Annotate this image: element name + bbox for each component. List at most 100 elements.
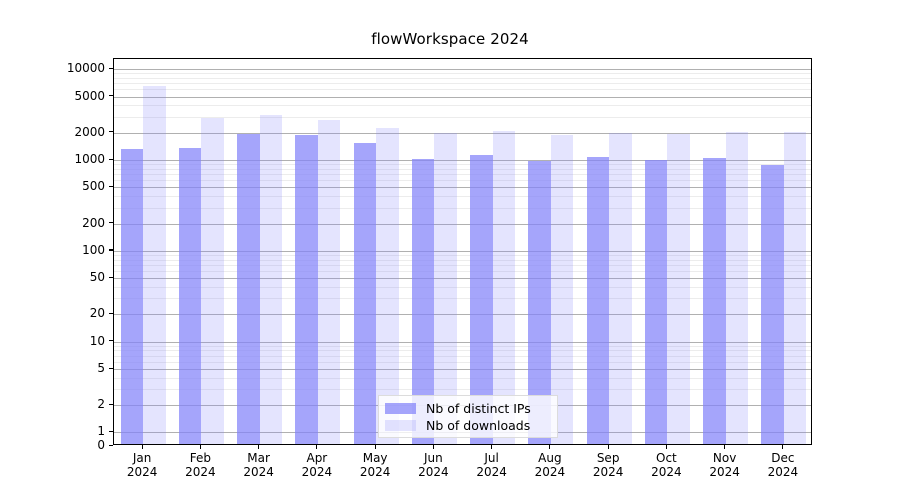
y-tick-mark <box>109 158 113 160</box>
x-tick-year: 2024 <box>534 465 566 479</box>
x-tick-month: Jul <box>484 451 499 465</box>
bar-group <box>405 59 463 444</box>
bar-distinct-ips <box>470 154 493 444</box>
y-tick-label: 10 <box>89 333 105 348</box>
legend-label-ips: Nb of distinct IPs <box>426 401 531 416</box>
x-tick-mark <box>782 445 784 449</box>
chart-legend[interactable]: Nb of distinct IPs Nb of downloads <box>378 395 558 438</box>
gridline-minor <box>114 361 811 363</box>
x-tick-mark <box>549 445 551 449</box>
bar-distinct-ips <box>703 158 726 444</box>
legend-item-ips[interactable]: Nb of distinct IPs <box>385 400 551 417</box>
bar-downloads <box>783 132 807 444</box>
bar-distinct-ips <box>644 159 668 444</box>
bar-downloads <box>317 120 341 444</box>
gridline-minor <box>114 355 811 357</box>
bar-distinct-ips <box>120 149 144 444</box>
legend-label-downloads: Nb of downloads <box>426 418 531 433</box>
x-tick-label: Sep 2024 <box>573 451 643 479</box>
bar-downloads <box>725 132 749 444</box>
gridline-major <box>114 132 811 134</box>
gridline-minor <box>114 259 811 261</box>
gridline-major <box>114 96 811 98</box>
gridline-minor <box>114 287 811 289</box>
x-tick-month: Aug <box>538 451 562 465</box>
gridline-minor <box>114 105 811 107</box>
gridline-major <box>114 187 811 189</box>
x-tick-label: Apr 2024 <box>282 451 352 479</box>
bar-distinct-ips <box>586 157 610 444</box>
x-tick-year: 2024 <box>709 465 740 479</box>
y-tick-mark <box>109 430 113 433</box>
legend-item-downloads[interactable]: Nb of downloads <box>385 417 551 434</box>
y-tick-mark <box>109 340 113 342</box>
x-tick-month: May <box>362 451 388 465</box>
x-tick-month: Sep <box>596 451 620 465</box>
x-tick-mark <box>199 445 201 449</box>
x-tick-label: Jul 2024 <box>457 451 527 479</box>
x-tick-month: Jan <box>132 451 152 465</box>
y-tick-label: 5 <box>97 361 105 375</box>
bar-distinct-ips <box>237 133 260 444</box>
x-tick-month: Apr <box>306 451 328 465</box>
gridline-minor <box>114 78 811 80</box>
y-tick-mark <box>109 312 113 315</box>
gridline-minor <box>114 345 811 347</box>
gridline-minor <box>114 207 811 209</box>
bar-downloads <box>492 131 516 444</box>
y-tick-mark <box>109 367 113 369</box>
gridline-minor <box>114 89 811 91</box>
x-tick-mark <box>491 445 493 449</box>
legend-swatch-ips <box>385 403 416 414</box>
x-tick-year: 2024 <box>767 465 799 479</box>
legend-swatch-downloads <box>385 420 416 431</box>
y-tick-label: 20 <box>89 306 105 321</box>
y-tick-mark <box>109 131 113 133</box>
y-tick-mark <box>109 249 113 251</box>
gridline-minor <box>114 196 811 198</box>
x-tick-mark <box>258 445 260 449</box>
bar-distinct-ips <box>528 161 551 444</box>
bar-group <box>289 59 347 444</box>
bar-group <box>522 59 580 444</box>
gridline-minor <box>114 174 811 176</box>
x-tick-year: 2024 <box>651 465 682 479</box>
y-tick-label: 5000 <box>74 88 105 103</box>
gridline-minor <box>114 164 811 166</box>
gridline-major <box>114 223 811 225</box>
bar-downloads <box>609 133 632 444</box>
gridline-major <box>114 250 811 252</box>
x-tick-label: Aug 2024 <box>515 451 585 479</box>
bar-distinct-ips <box>411 158 435 444</box>
x-tick-month: Dec <box>771 451 795 465</box>
x-tick-year: 2024 <box>301 465 333 479</box>
x-tick-month: Jun <box>424 451 443 465</box>
x-tick-label: Feb 2024 <box>165 451 235 479</box>
x-tick-month: Feb <box>189 451 211 465</box>
gridline-major <box>114 160 811 162</box>
y-tick-label: 500 <box>82 179 105 194</box>
gridline-major <box>114 369 811 370</box>
y-tick-mark <box>109 95 113 97</box>
y-tick-mark <box>109 444 113 446</box>
y-tick-label: 200 <box>82 215 105 230</box>
x-tick-mark <box>432 445 434 449</box>
bar-downloads <box>550 134 574 444</box>
gridline-minor <box>114 389 811 391</box>
plot-area <box>113 58 812 445</box>
gridline-major <box>114 314 811 316</box>
bar-distinct-ips <box>761 165 784 444</box>
gridline-minor <box>114 180 811 182</box>
x-tick-label: Jun 2024 <box>398 451 468 479</box>
y-tick-mark <box>109 276 113 278</box>
x-tick-year: 2024 <box>592 465 624 479</box>
bar-group <box>697 59 755 444</box>
x-tick-mark <box>374 445 376 449</box>
x-tick-mark <box>724 445 726 449</box>
bar-downloads <box>434 132 457 444</box>
x-tick-year: 2024 <box>359 465 391 479</box>
bar-downloads <box>201 117 224 444</box>
bar-group <box>347 59 405 444</box>
bar-downloads <box>667 133 690 444</box>
y-tick-label: 50 <box>89 270 105 285</box>
